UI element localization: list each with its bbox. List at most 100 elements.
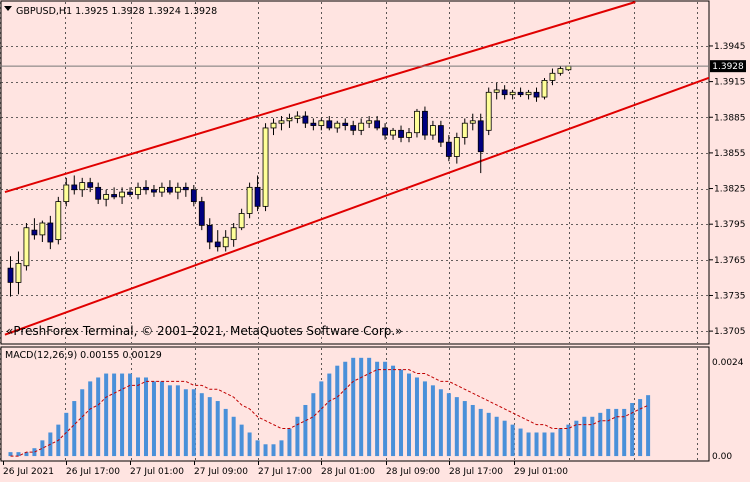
time-tick-label: 26 Jul 17:00: [66, 467, 120, 477]
macd-bar: [367, 357, 372, 457]
candle: [151, 184, 157, 197]
bull-candle-body: [278, 120, 285, 124]
candle: [103, 189, 110, 207]
macd-bar: [614, 408, 619, 457]
candle: [557, 66, 564, 76]
bear-candle-body: [182, 186, 189, 191]
macd-bar: [534, 432, 539, 457]
candle: [294, 111, 301, 124]
macd-bar: [16, 452, 21, 457]
bull-candle-body: [453, 137, 460, 157]
candle: [63, 177, 70, 207]
macd-axis: 0.0024 0.00: [712, 358, 744, 462]
macd-bar: [622, 408, 627, 457]
candle: [501, 85, 508, 100]
macd-bar: [446, 393, 451, 457]
macd-bar: [303, 404, 308, 457]
current-price-label: 1.3928: [712, 62, 744, 72]
macd-bar: [8, 452, 13, 457]
candle: [390, 127, 396, 140]
bull-candle-body: [334, 122, 341, 129]
candle: [198, 196, 205, 231]
symbol-info: GBPUSD,H1 1.3925 1.3928 1.3924 1.3928: [16, 6, 217, 17]
macd-bar: [502, 420, 507, 457]
macd-bar: [120, 373, 125, 457]
price-pane[interactable]: 1.3945 1.3915 1.3885 1.3855 1.3825 1.3795 1.37…: [0, 0, 747, 345]
bear-candle-body: [302, 115, 309, 124]
candle: [453, 132, 460, 164]
trendline-group[interactable]: [4, 1, 718, 336]
bull-candle-body: [174, 186, 181, 193]
candle: [517, 87, 524, 98]
macd-bar: [335, 365, 340, 457]
candle: [87, 177, 94, 193]
candle: [342, 118, 349, 131]
bull-candle-body: [294, 115, 301, 119]
price-tick-label: 1.3705: [714, 327, 746, 337]
bull-candle-body: [509, 91, 516, 96]
macd-bar: [215, 401, 220, 457]
macd-bar: [391, 365, 396, 457]
time-tick-label: 28 Jul 09:00: [386, 467, 440, 477]
candle: [350, 120, 357, 136]
candle: [238, 208, 245, 231]
macd-bar: [271, 444, 276, 457]
macd-bar: [64, 412, 69, 457]
bull-candle-body: [390, 129, 396, 136]
macd-info: MACD(12,26,9) 0.00155 0.00129: [5, 350, 162, 361]
macd-pane-border: [0, 346, 710, 462]
bear-candle-body: [437, 125, 444, 143]
macd-bar: [295, 416, 300, 457]
macd-bar: [454, 397, 459, 457]
bear-candle-body: [166, 186, 173, 193]
candle: [477, 113, 484, 174]
macd-bar: [383, 361, 388, 457]
bull-candle-body: [318, 120, 325, 126]
candle: [286, 113, 293, 128]
macd-bar: [143, 377, 148, 457]
bull-candle-body: [39, 222, 46, 236]
time-axis: 26 Jul 2021 26 Jul 17:00 27 Jul 01:00 27 Ju…: [3, 461, 568, 477]
macd-bar: [24, 452, 29, 457]
time-tick-label: 28 Jul 01:00: [321, 467, 375, 477]
candle: [214, 230, 221, 252]
candle: [525, 89, 532, 100]
macd-bar: [287, 428, 292, 457]
price-tick-label: 1.3945: [714, 42, 746, 52]
macd-signal-line: [10, 369, 649, 457]
macd-bar: [279, 440, 284, 457]
macd-bar: [590, 416, 595, 457]
candle: [414, 108, 420, 138]
bear-candle-body: [517, 91, 524, 96]
bear-candle-body: [87, 182, 94, 188]
bull-candle-body: [159, 186, 165, 193]
bear-candle-body: [214, 241, 221, 248]
macd-pane[interactable]: MACD(12,26,9) 0.00155 0.00129 0.0024 0.00: [0, 346, 744, 462]
macd-bar: [88, 381, 93, 457]
candle: [422, 106, 428, 140]
bull-candle-body: [262, 127, 269, 207]
candle: [47, 215, 54, 250]
macd-bar: [247, 432, 252, 457]
bull-candle-body: [222, 236, 229, 248]
candle: [366, 116, 373, 128]
macd-bar: [263, 444, 268, 457]
bull-candle-body: [286, 118, 293, 122]
candle: [174, 182, 181, 200]
bear-candle-body: [127, 191, 133, 195]
macd-bar: [207, 397, 212, 457]
current-price-tag: 1.3928: [710, 60, 746, 73]
bear-candle-body: [206, 224, 213, 243]
collapse-triangle-icon: [4, 6, 12, 11]
macd-bar: [638, 399, 643, 457]
macd-bar: [558, 428, 563, 457]
bull-candle-body: [406, 132, 412, 138]
bull-candle-body: [246, 186, 253, 214]
bear-candle-body: [477, 120, 484, 153]
bull-candle-body: [119, 191, 125, 198]
macd-bar: [630, 403, 635, 457]
candle: [406, 127, 412, 143]
macd-tick-label: 0.0024: [712, 358, 744, 368]
macd-bar: [518, 428, 523, 457]
